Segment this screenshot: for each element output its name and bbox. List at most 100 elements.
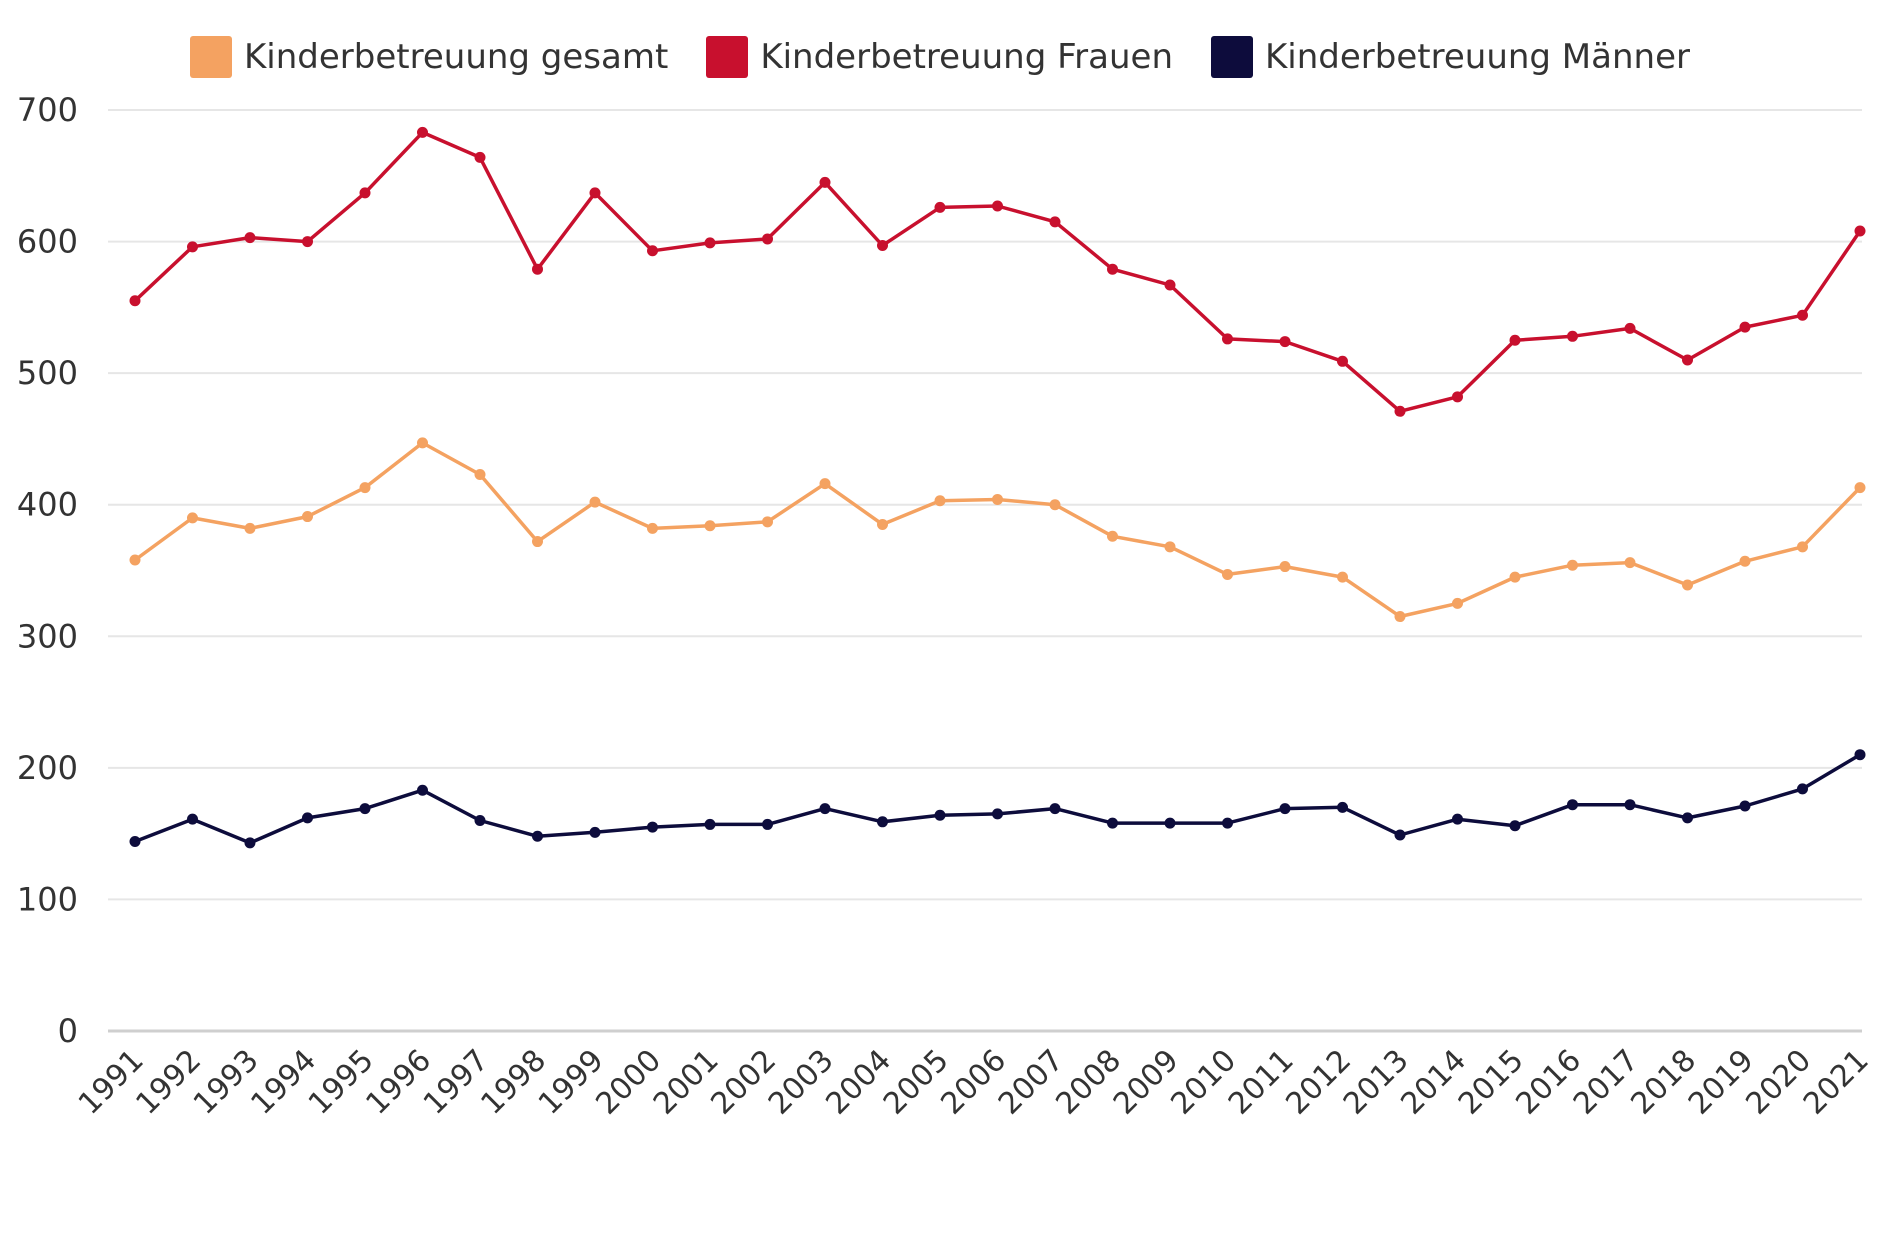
data-point [1624, 557, 1636, 569]
data-point [762, 516, 773, 528]
data-point [1452, 597, 1463, 609]
data-point [1222, 817, 1233, 829]
data-point [1394, 829, 1406, 841]
data-point [1797, 541, 1808, 553]
data-point [1049, 499, 1061, 511]
legend-item-maenner: Kinderbetreuung Männer [1211, 36, 1690, 78]
data-point [1509, 571, 1521, 583]
data-point [1049, 803, 1061, 815]
data-point [589, 826, 601, 838]
data-point [1854, 482, 1866, 494]
data-point [187, 241, 198, 253]
x-tick-label: 2008 [1049, 1043, 1128, 1122]
x-tick-label: 2018 [1624, 1043, 1703, 1122]
data-point [1509, 334, 1521, 346]
data-point [1279, 803, 1291, 815]
data-point [1107, 530, 1118, 542]
data-point [1624, 322, 1636, 334]
data-point [1682, 812, 1693, 824]
data-point [992, 200, 1003, 212]
data-point [819, 478, 831, 490]
data-point [1739, 555, 1751, 567]
data-point [1279, 561, 1291, 573]
data-point [647, 522, 658, 534]
data-point [244, 232, 256, 244]
data-point [244, 837, 256, 849]
data-point [1509, 820, 1521, 832]
data-point [1567, 559, 1578, 571]
x-tick-label: 2017 [1567, 1043, 1646, 1122]
data-point [1164, 541, 1176, 553]
y-tick-label: 500 [17, 354, 78, 392]
data-point [532, 536, 543, 548]
data-point [1682, 354, 1693, 366]
data-point [1337, 801, 1348, 813]
data-point [819, 176, 831, 188]
x-tick-label: 2016 [1509, 1043, 1588, 1122]
x-tick-label: 2000 [589, 1043, 668, 1122]
legend-label-frauen: Kinderbetreuung Frauen [760, 37, 1174, 77]
x-tick-label: 2004 [819, 1043, 898, 1122]
x-tick-label: 2020 [1739, 1043, 1818, 1122]
data-point [1279, 336, 1291, 348]
x-tick-label: 1996 [359, 1043, 438, 1122]
data-point [244, 522, 256, 534]
legend-item-frauen: Kinderbetreuung Frauen [706, 36, 1173, 78]
data-point [359, 187, 371, 199]
x-tick-label: 2005 [877, 1043, 956, 1122]
y-tick-label: 100 [17, 880, 78, 918]
y-tick-label: 200 [17, 749, 78, 787]
x-tick-label: 1998 [474, 1043, 553, 1122]
data-point [1854, 225, 1866, 237]
data-point [1739, 321, 1751, 333]
data-point [762, 818, 773, 830]
data-point [302, 236, 313, 248]
data-point [474, 814, 486, 826]
data-point [1394, 405, 1406, 417]
data-point [1797, 309, 1808, 321]
data-point [647, 821, 658, 833]
x-tick-label: 2002 [704, 1043, 783, 1122]
data-point [704, 237, 716, 249]
x-tick-label: 2019 [1682, 1043, 1761, 1122]
data-point [359, 803, 371, 815]
data-point [1049, 216, 1061, 228]
data-point [1107, 263, 1118, 275]
data-point [992, 808, 1003, 820]
data-point [1797, 783, 1808, 795]
x-tick-label: 2006 [934, 1043, 1013, 1122]
data-point [187, 813, 198, 825]
legend-label-maenner: Kinderbetreuung Männer [1265, 37, 1690, 77]
y-tick-label: 700 [17, 91, 78, 129]
data-point [417, 126, 428, 138]
data-point [187, 512, 198, 524]
series-line [133, 441, 1862, 619]
data-point [474, 151, 486, 163]
data-point [129, 554, 141, 566]
y-tick-label: 400 [17, 486, 78, 524]
data-point [1337, 355, 1348, 367]
data-point [302, 812, 313, 824]
data-point [1164, 817, 1176, 829]
x-tick-label: 2015 [1452, 1043, 1531, 1122]
data-point [1394, 611, 1406, 623]
data-point [704, 818, 716, 830]
x-tick-label: 2013 [1337, 1043, 1416, 1122]
data-point [417, 784, 428, 796]
data-point [934, 495, 946, 507]
data-point [474, 468, 486, 480]
legend-swatch-gesamt [190, 36, 233, 78]
data-point [1682, 579, 1693, 591]
data-point [1452, 813, 1463, 825]
data-point [877, 518, 888, 530]
data-point [1337, 571, 1348, 583]
data-point [877, 816, 888, 828]
data-point [417, 437, 428, 449]
x-tick-label: 2010 [1164, 1043, 1243, 1122]
data-point [1222, 333, 1233, 345]
data-point [934, 809, 946, 821]
data-point [129, 836, 141, 848]
legend-swatch-maenner [1211, 36, 1254, 78]
x-tick-label: 2011 [1222, 1043, 1301, 1122]
data-point [934, 201, 946, 213]
